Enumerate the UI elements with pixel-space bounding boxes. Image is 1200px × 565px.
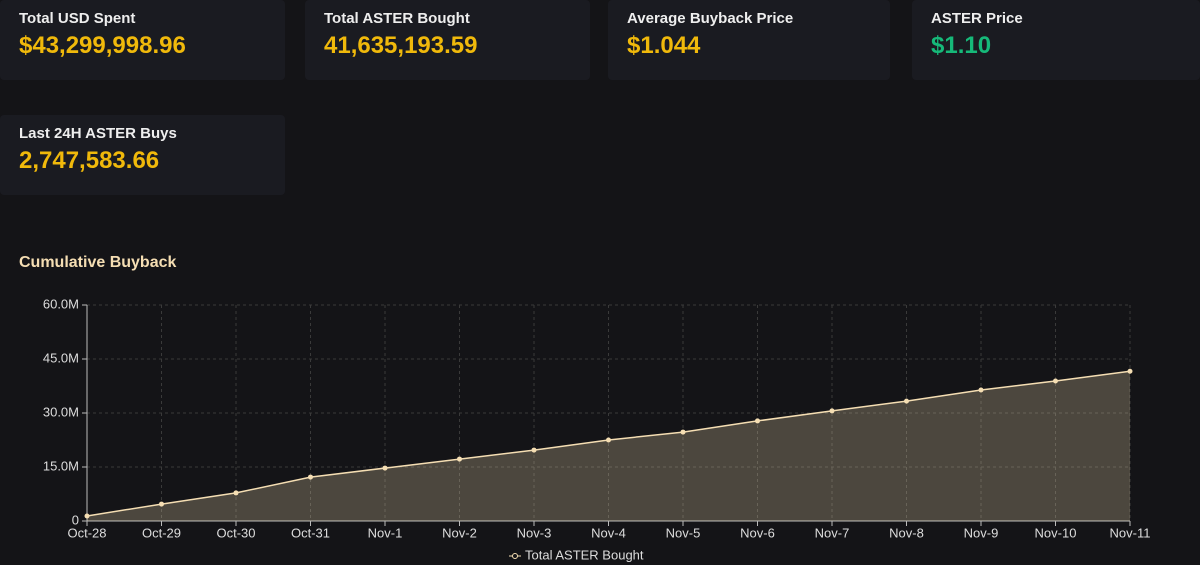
x-tick-label: Oct-29: [142, 525, 181, 540]
point: [531, 447, 537, 453]
stat-label: Total USD Spent: [19, 10, 136, 27]
point: [755, 418, 760, 424]
point: [457, 456, 462, 462]
stat-label: ASTER Price: [931, 10, 1023, 27]
stat-card: Last 24H ASTER Buys 2,747,583.66: [0, 115, 285, 195]
stat-value: 2,747,583.66: [19, 147, 160, 174]
x-tick-label: Nov-1: [368, 525, 403, 540]
stat-value: $1.10: [931, 32, 992, 59]
y-tick-label: 45.0M: [43, 350, 79, 365]
stat-value: $1.044: [627, 32, 701, 59]
y-tick-label: 15.0M: [43, 458, 79, 473]
point: [606, 437, 611, 443]
point: [1127, 368, 1133, 374]
point: [1053, 378, 1058, 384]
y-tick-label: 60.0M: [43, 296, 79, 311]
y-tick-label: 30.0M: [43, 404, 79, 419]
x-tick-label: Nov-9: [964, 525, 999, 540]
stat-card: Total ASTER Bought 41,635,193.59: [305, 0, 590, 80]
stat-label: Total ASTER Bought: [324, 10, 470, 27]
point: [904, 398, 909, 404]
point: [308, 474, 313, 480]
point: [382, 465, 388, 471]
x-tick-label: Oct-31: [291, 525, 330, 540]
x-tick-label: Nov-6: [740, 525, 775, 540]
legend-dot: [512, 553, 518, 559]
stat-card: ASTER Price $1.10: [912, 0, 1200, 80]
point: [233, 490, 239, 496]
point: [680, 429, 686, 435]
point: [978, 387, 984, 393]
stat-card: Average Buyback Price $1.044: [608, 0, 890, 80]
stat-value: 41,635,193.59: [324, 32, 478, 59]
point: [84, 513, 90, 519]
point: [829, 408, 835, 414]
y-tick-label: 0: [72, 512, 79, 527]
chart-title: Cumulative Buyback: [19, 254, 176, 271]
point: [159, 501, 164, 507]
legend-label: Total ASTER Bought: [525, 547, 644, 562]
x-tick-label: Nov-2: [442, 525, 477, 540]
x-tick-label: Oct-28: [67, 525, 106, 540]
x-tick-label: Nov-8: [889, 525, 924, 540]
stat-value: $43,299,998.96: [19, 32, 186, 59]
stat-card: Total USD Spent $43,299,998.96: [0, 0, 285, 80]
stat-label: Last 24H ASTER Buys: [19, 125, 177, 142]
x-tick-label: Nov-4: [591, 525, 626, 540]
area: [87, 371, 1130, 521]
x-tick-label: Nov-5: [666, 525, 701, 540]
x-tick-label: Nov-10: [1035, 525, 1077, 540]
x-tick-label: Nov-11: [1110, 525, 1151, 540]
x-tick-label: Nov-3: [517, 525, 552, 540]
x-tick-label: Nov-7: [815, 525, 850, 540]
stat-label: Average Buyback Price: [627, 10, 794, 27]
x-tick-label: Oct-30: [216, 525, 255, 540]
